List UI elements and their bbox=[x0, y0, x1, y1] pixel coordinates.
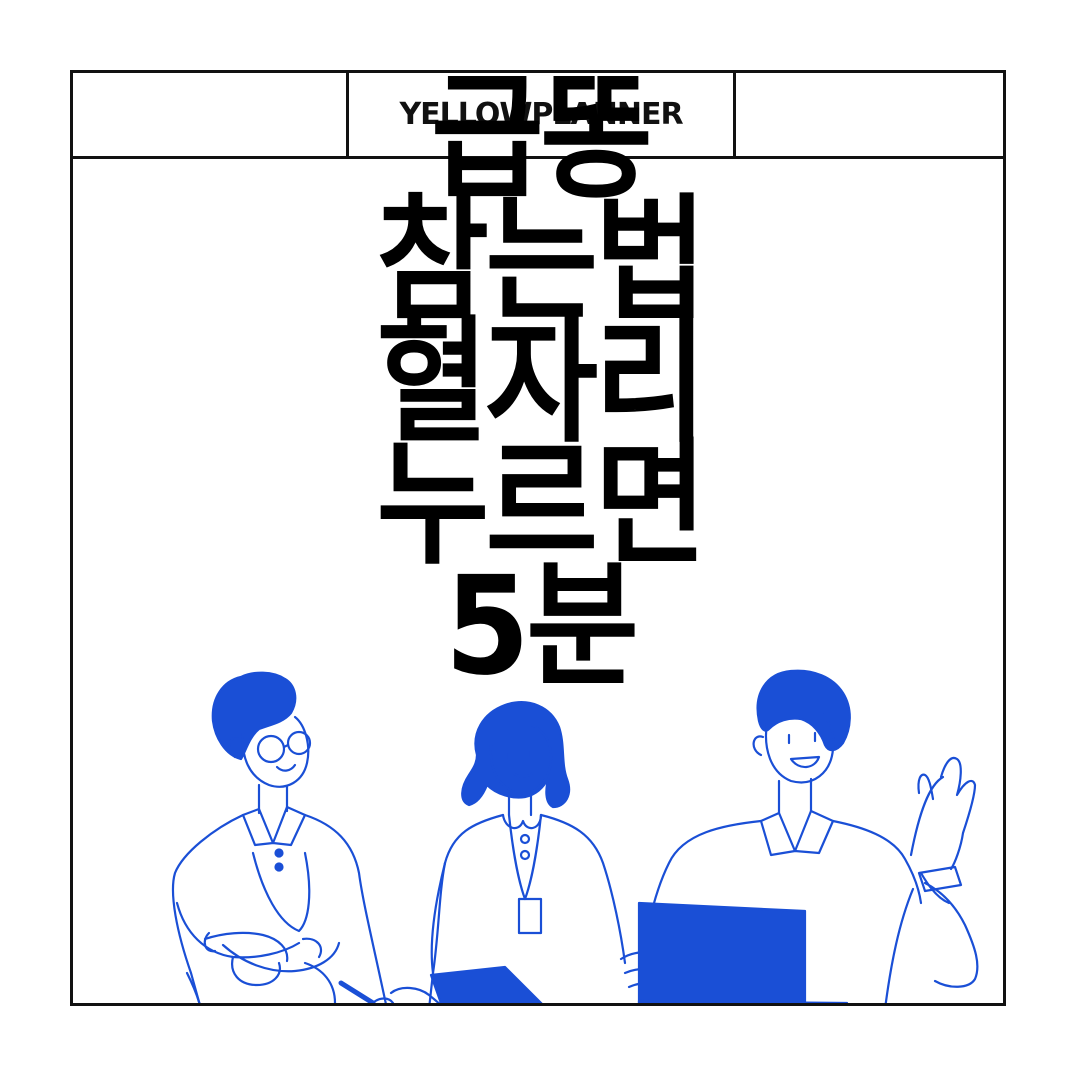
woman-with-badge-figure bbox=[338, 701, 669, 1003]
brand-name: YELLOWPLANNER bbox=[399, 97, 683, 132]
headline-line-5: 5분 bbox=[444, 548, 639, 706]
headline-line-2: 참는법 bbox=[376, 182, 707, 340]
office-workers-illustration bbox=[171, 669, 979, 1003]
headline-title: 급똥 참는법 혈자리 누르면 5분 bbox=[54, 60, 1026, 706]
headline-line-4: 누르면 bbox=[376, 426, 707, 584]
clipboard-shape bbox=[429, 965, 543, 1003]
headline-line-1: 급똥 bbox=[430, 60, 653, 218]
header-row: YELLOWPLANNER bbox=[73, 73, 1003, 159]
headline-line-3: 혈자리 bbox=[376, 304, 707, 462]
poster-frame: YELLOWPLANNER bbox=[70, 70, 1006, 1006]
header-cell-brand: YELLOWPLANNER bbox=[349, 73, 736, 156]
laptop-shape bbox=[637, 901, 849, 1003]
header-cell-left bbox=[73, 73, 349, 156]
man-with-glasses-figure bbox=[171, 671, 387, 1003]
waving-man-figure bbox=[647, 669, 979, 1003]
